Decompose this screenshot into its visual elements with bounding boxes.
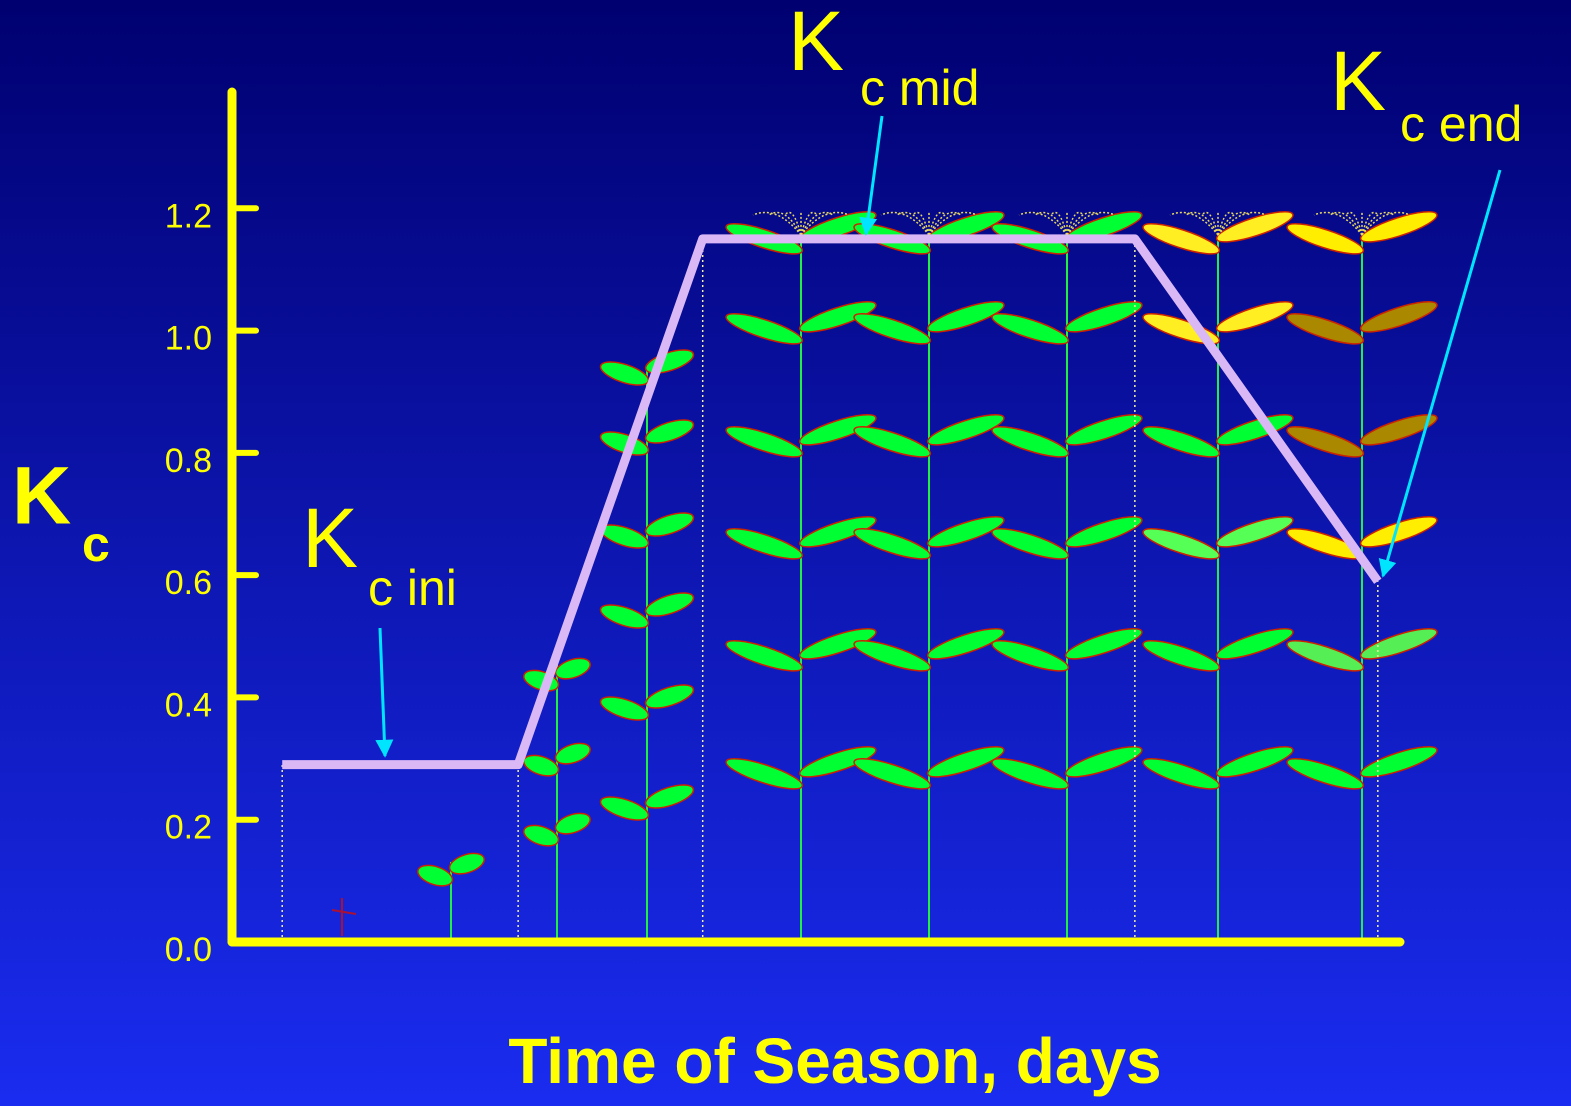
annotation-sub: c end	[1400, 96, 1522, 152]
y-tick-label: 0.0	[165, 931, 212, 969]
y-axis-title: K	[12, 451, 71, 542]
chart: Time of Season, days K c K c ini K c mid…	[0, 0, 1571, 1106]
annotation-sub: c mid	[860, 60, 979, 116]
annotation-sub: c ini	[368, 560, 457, 616]
y-tick-label: 0.6	[165, 564, 212, 602]
x-axis-title: Time of Season, days	[508, 1025, 1161, 1097]
y-tick-label: 0.2	[165, 809, 212, 847]
y-tick-label: 1.0	[165, 320, 212, 358]
y-tick-label: 0.4	[165, 686, 212, 724]
annotation: K	[788, 0, 844, 88]
y-axis-title-sub: c	[82, 516, 110, 572]
y-tick-label: 1.2	[165, 197, 212, 235]
annotation: K	[1330, 34, 1386, 128]
y-tick-label: 0.8	[165, 442, 212, 480]
annotation: K	[302, 491, 358, 585]
